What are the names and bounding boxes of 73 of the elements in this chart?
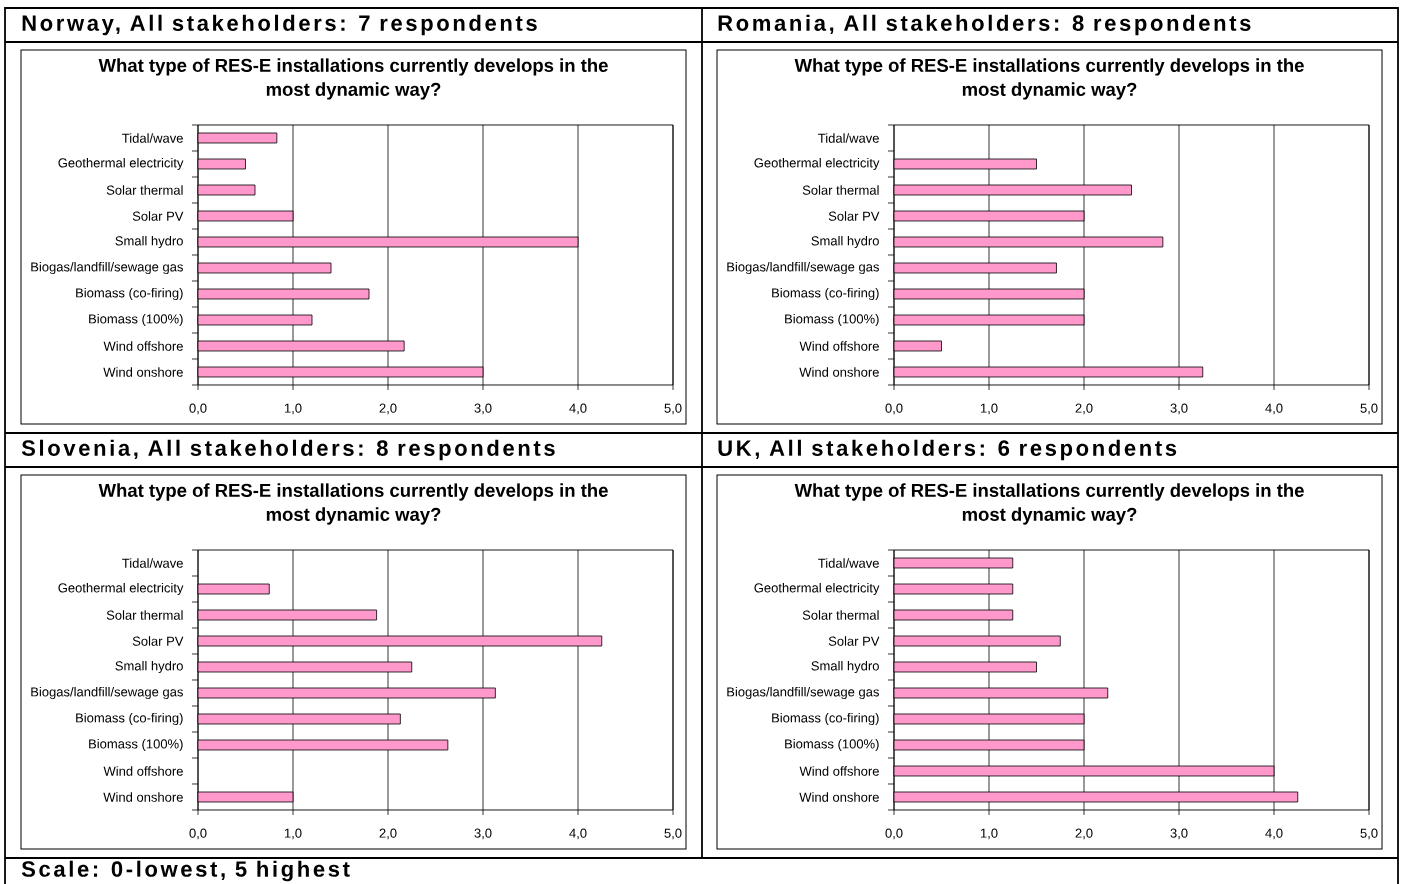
x-tick-label: 0,0 bbox=[189, 403, 207, 415]
y-tick-label: Wind onshore bbox=[103, 792, 183, 802]
y-tick-label: Geothermal electricity bbox=[58, 157, 184, 171]
y-tick-label: Biogas/landfill/sewage gas bbox=[31, 686, 183, 700]
chart-title: UK, All stakeholders: 6 respondents bbox=[718, 439, 1177, 461]
y-tick-label: Tidal/wave bbox=[122, 558, 183, 568]
x-tick-label: 1,0 bbox=[980, 828, 998, 840]
chart-subtitle: What type of RES-E installations currently develops in the most dynamic way? bbox=[98, 483, 608, 525]
x-tick-label: 3,0 bbox=[1170, 828, 1188, 840]
y-tick-label: Small hydro bbox=[811, 235, 879, 249]
y-tick-label: Biogas/landfill/sewage gas bbox=[727, 261, 879, 275]
y-tick-label: Solar PV bbox=[828, 211, 880, 221]
y-tick-label: Wind onshore bbox=[799, 792, 879, 802]
chart-subtitle: What type of RES-E installations currently develops in the most dynamic way? bbox=[794, 483, 1304, 525]
x-tick-label: 2,0 bbox=[379, 828, 397, 840]
y-tick-label: Geothermal electricity bbox=[58, 582, 184, 596]
text: Scale: 0-lowest, 5 highest bbox=[21, 860, 350, 882]
y-tick-label: Biomass (co-firing) bbox=[772, 712, 879, 726]
y-tick-label: Wind offshore bbox=[799, 766, 879, 776]
y-tick-label: Wind offshore bbox=[103, 341, 183, 351]
x-tick-label: 1,0 bbox=[980, 403, 998, 415]
y-tick-label: Solar PV bbox=[132, 211, 184, 221]
y-tick-label: Wind offshore bbox=[799, 341, 879, 351]
x-tick-label: 4,0 bbox=[1265, 403, 1283, 415]
chart-title: Romania, All stakeholders: 8 respondents bbox=[718, 14, 1251, 36]
y-tick-label: Solar thermal bbox=[802, 610, 879, 620]
x-tick-label: 0,0 bbox=[885, 403, 903, 415]
y-tick-label: Geothermal electricity bbox=[754, 582, 880, 596]
x-tick-label: 3,0 bbox=[474, 403, 492, 415]
y-tick-label: Biomass (100%) bbox=[89, 313, 183, 327]
y-tick-label: Biomass (100%) bbox=[785, 313, 879, 327]
y-tick-label: Wind onshore bbox=[103, 367, 183, 377]
y-tick-label: Small hydro bbox=[811, 660, 879, 674]
y-tick-label: Tidal/wave bbox=[818, 133, 879, 143]
y-tick-label: Solar thermal bbox=[106, 185, 183, 195]
x-tick-label: 2,0 bbox=[1075, 403, 1093, 415]
chart-subtitle: What type of RES-E installations currently develops in the most dynamic way? bbox=[794, 58, 1304, 100]
y-tick-label: Wind onshore bbox=[799, 367, 879, 377]
x-tick-label: 2,0 bbox=[1075, 828, 1093, 840]
y-tick-label: Biogas/landfill/sewage gas bbox=[727, 686, 879, 700]
y-tick-label: Solar PV bbox=[828, 636, 880, 646]
x-tick-label: 5,0 bbox=[1360, 403, 1378, 415]
y-tick-label: Biomass (100%) bbox=[785, 738, 879, 752]
x-tick-label: 0,0 bbox=[885, 828, 903, 840]
chart-subtitle: What type of RES-E installations currently develops in the most dynamic way? bbox=[98, 58, 608, 100]
y-tick-label: Geothermal electricity bbox=[754, 157, 880, 171]
x-tick-label: 1,0 bbox=[284, 828, 302, 840]
x-tick-label: 4,0 bbox=[569, 828, 587, 840]
x-tick-label: 4,0 bbox=[1265, 828, 1283, 840]
x-tick-label: 3,0 bbox=[474, 828, 492, 840]
x-tick-label: 0,0 bbox=[189, 828, 207, 840]
x-tick-label: 1,0 bbox=[284, 403, 302, 415]
y-tick-label: Biomass (100%) bbox=[89, 738, 183, 752]
y-tick-label: Biomass (co-firing) bbox=[772, 287, 879, 301]
x-tick-label: 5,0 bbox=[664, 828, 682, 840]
y-tick-label: Biomass (co-firing) bbox=[76, 712, 183, 726]
y-tick-label: Solar thermal bbox=[802, 185, 879, 195]
x-tick-label: 3,0 bbox=[1170, 403, 1188, 415]
x-tick-label: 4,0 bbox=[569, 403, 587, 415]
chart-title: Slovenia, All stakeholders: 8 respondents bbox=[21, 439, 555, 461]
x-tick-label: 5,0 bbox=[1360, 828, 1378, 840]
y-tick-label: Tidal/wave bbox=[122, 133, 183, 143]
y-tick-label: Solar PV bbox=[132, 636, 184, 646]
y-tick-label: Solar thermal bbox=[106, 610, 183, 620]
y-tick-label: Tidal/wave bbox=[818, 558, 879, 568]
x-tick-label: 2,0 bbox=[379, 403, 397, 415]
y-tick-label: Biogas/landfill/sewage gas bbox=[31, 261, 183, 275]
y-tick-label: Biomass (co-firing) bbox=[76, 287, 183, 301]
y-tick-label: Small hydro bbox=[115, 660, 183, 674]
chart-title: Norway, All stakeholders: 7 respondents bbox=[22, 14, 537, 36]
y-tick-label: Wind offshore bbox=[103, 766, 183, 776]
x-tick-label: 5,0 bbox=[664, 403, 682, 415]
y-tick-label: Small hydro bbox=[115, 235, 183, 249]
